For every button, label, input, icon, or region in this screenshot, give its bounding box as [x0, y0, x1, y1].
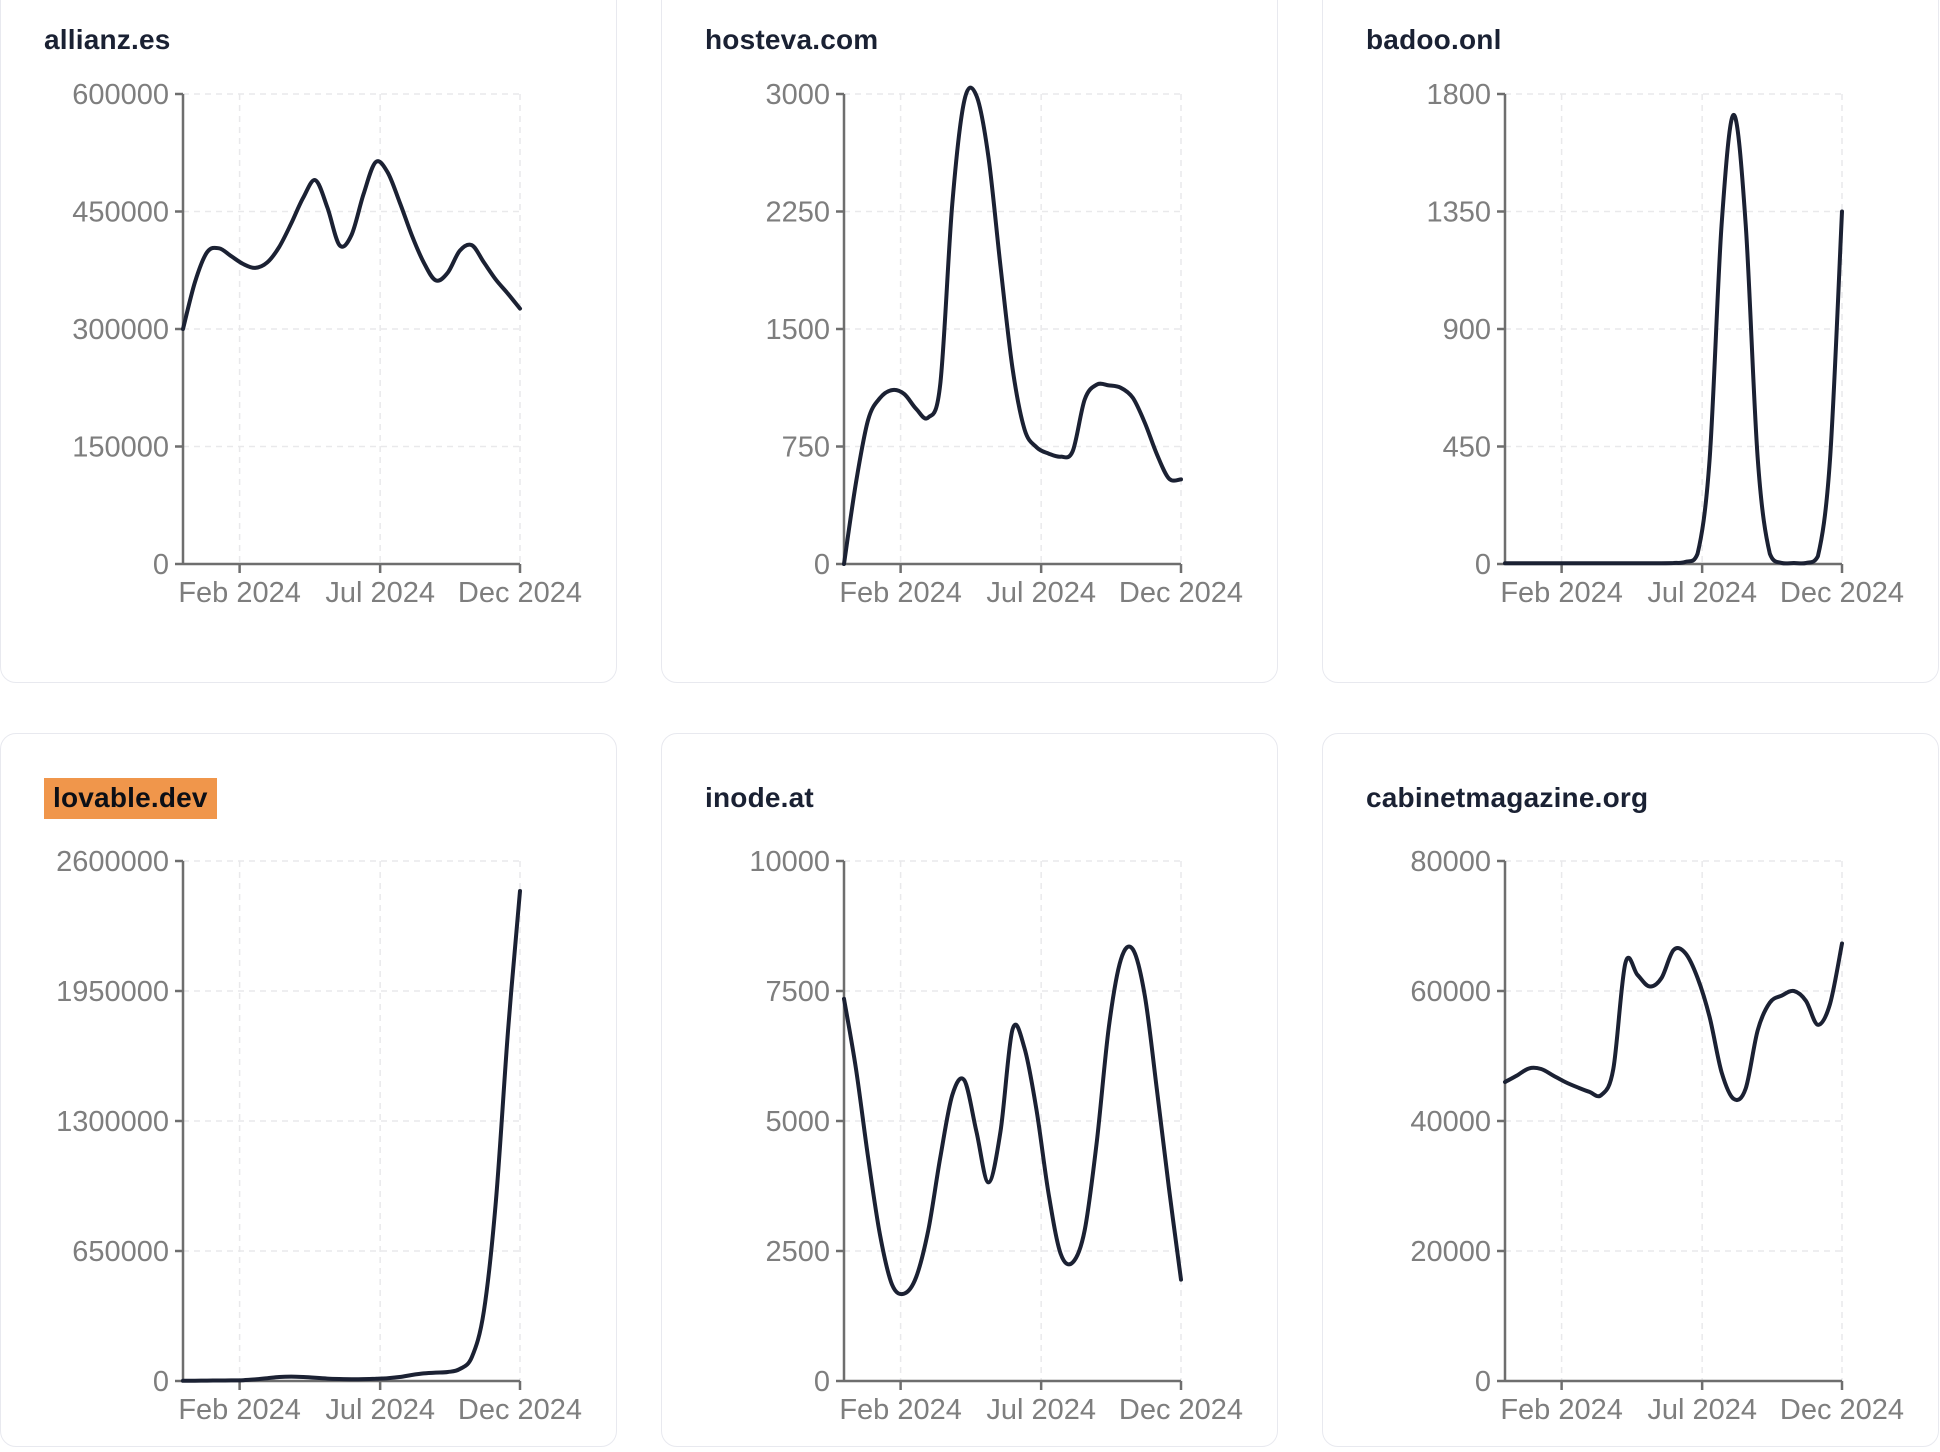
y-axis-label: 20000: [1410, 1236, 1491, 1268]
y-axis-label: 5000: [765, 1106, 830, 1138]
x-axis-label: Dec 2024: [1780, 1394, 1904, 1426]
x-axis-label: Feb 2024: [178, 1394, 301, 1426]
x-axis-label: Jul 2024: [325, 577, 435, 609]
x-axis-label: Feb 2024: [1500, 577, 1623, 609]
x-axis-label: Feb 2024: [178, 577, 301, 609]
y-axis-label: 450000: [72, 197, 169, 229]
line-chart-canvas: 0 20000 40000 60000 80000 Feb 2024 Jul 2024 Dec…: [1410, 846, 1904, 1426]
line-chart-canvas: 0 2500 5000 7500 10000 Feb 2024 Jul 2024 Dec 20…: [749, 846, 1243, 1426]
chart-card: allianz.es 0 150000 300000 450000 600000 Feb …: [0, 0, 617, 683]
y-axis-label: 300000: [72, 314, 169, 346]
x-axis-label: Dec 2024: [1119, 577, 1243, 609]
chart-title-text: allianz.es: [44, 24, 171, 55]
y-axis-label: 2250: [765, 197, 830, 229]
y-axis-label: 1800: [1426, 79, 1491, 111]
y-axis-label: 2600000: [56, 846, 169, 878]
series-line: [181, 889, 522, 1383]
y-axis-label: 2500: [765, 1236, 830, 1268]
y-axis-label: 900: [1443, 314, 1491, 346]
y-axis-label: 80000: [1410, 846, 1491, 878]
x-axis-label: Dec 2024: [1119, 1394, 1243, 1426]
y-axis-label: 1350: [1426, 197, 1491, 229]
y-axis-label: 3000: [765, 79, 830, 111]
series-line: [181, 159, 522, 331]
chart-card: hosteva.com 0 750 1500 2250 3000 Feb 2024 Jul …: [661, 0, 1278, 683]
chart-title-text: inode.at: [705, 782, 814, 813]
series-line: [1503, 941, 1844, 1103]
series-line: [842, 85, 1183, 566]
chart-card: badoo.onl 0 450 900 1350 1800 Feb 2024 Jul 202…: [1322, 0, 1939, 683]
x-axis-label: Feb 2024: [839, 1394, 962, 1426]
chart-title-text: badoo.onl: [1366, 24, 1502, 55]
y-axis-label: 60000: [1410, 976, 1491, 1008]
y-axis-label: 0: [1475, 549, 1491, 581]
line-chart-canvas: 0 450 900 1350 1800 Feb 2024 Jul 2024 Dec 2024: [1426, 79, 1904, 609]
chart-title: lovable.dev: [1, 778, 616, 819]
series-line: [842, 944, 1183, 1297]
x-axis-label: Jul 2024: [1647, 577, 1757, 609]
y-axis-label: 10000: [749, 846, 830, 878]
chart-title-text: lovable.dev: [44, 778, 217, 819]
series-line: [1503, 112, 1844, 566]
y-axis-label: 0: [153, 549, 169, 581]
chart-card: inode.at 0 2500 5000 7500 10000 Feb 2024 Jul 2…: [661, 733, 1278, 1447]
chart-title-text: cabinetmagazine.org: [1366, 782, 1649, 813]
x-axis-label: Dec 2024: [1780, 577, 1904, 609]
x-axis-label: Dec 2024: [458, 1394, 582, 1426]
y-axis-label: 0: [814, 549, 830, 581]
chart-card: cabinetmagazine.org 0 20000 40000 60000 8000…: [1322, 733, 1939, 1447]
chart-title-text: hosteva.com: [705, 24, 879, 55]
line-chart-canvas: 0 650000 1300000 1950000 2600000 Feb 2024 Jul …: [56, 846, 582, 1426]
x-axis-label: Dec 2024: [458, 577, 582, 609]
x-axis-label: Jul 2024: [1647, 1394, 1757, 1426]
y-axis-label: 650000: [72, 1236, 169, 1268]
x-axis-label: Jul 2024: [325, 1394, 435, 1426]
y-axis-label: 7500: [765, 976, 830, 1008]
y-axis-label: 1300000: [56, 1106, 169, 1138]
y-axis-label: 1500: [765, 314, 830, 346]
chart-title: cabinetmagazine.org: [1323, 779, 1938, 817]
y-axis-label: 150000: [72, 432, 169, 464]
y-axis-label: 0: [1475, 1366, 1491, 1398]
x-axis-label: Feb 2024: [839, 577, 962, 609]
y-axis-label: 1950000: [56, 976, 169, 1008]
chart-card: lovable.dev 0 650000 1300000 1950000 2600000…: [0, 733, 617, 1447]
y-axis-label: 0: [814, 1366, 830, 1398]
line-chart-canvas: 0 150000 300000 450000 600000 Feb 2024 Jul 202…: [72, 79, 582, 609]
chart-title: inode.at: [662, 779, 1277, 817]
x-axis-label: Feb 2024: [1500, 1394, 1623, 1426]
y-axis-label: 750: [782, 432, 830, 464]
y-axis-label: 0: [153, 1366, 169, 1398]
y-axis-label: 450: [1443, 432, 1491, 464]
chart-title: badoo.onl: [1323, 21, 1938, 59]
x-axis-label: Jul 2024: [986, 577, 1096, 609]
chart-title: allianz.es: [1, 21, 616, 59]
x-axis-label: Jul 2024: [986, 1394, 1096, 1426]
line-chart-canvas: 0 750 1500 2250 3000 Feb 2024 Jul 2024 Dec 2024: [765, 79, 1243, 609]
chart-title: hosteva.com: [662, 21, 1277, 59]
y-axis-label: 600000: [72, 79, 169, 111]
y-axis-label: 40000: [1410, 1106, 1491, 1138]
